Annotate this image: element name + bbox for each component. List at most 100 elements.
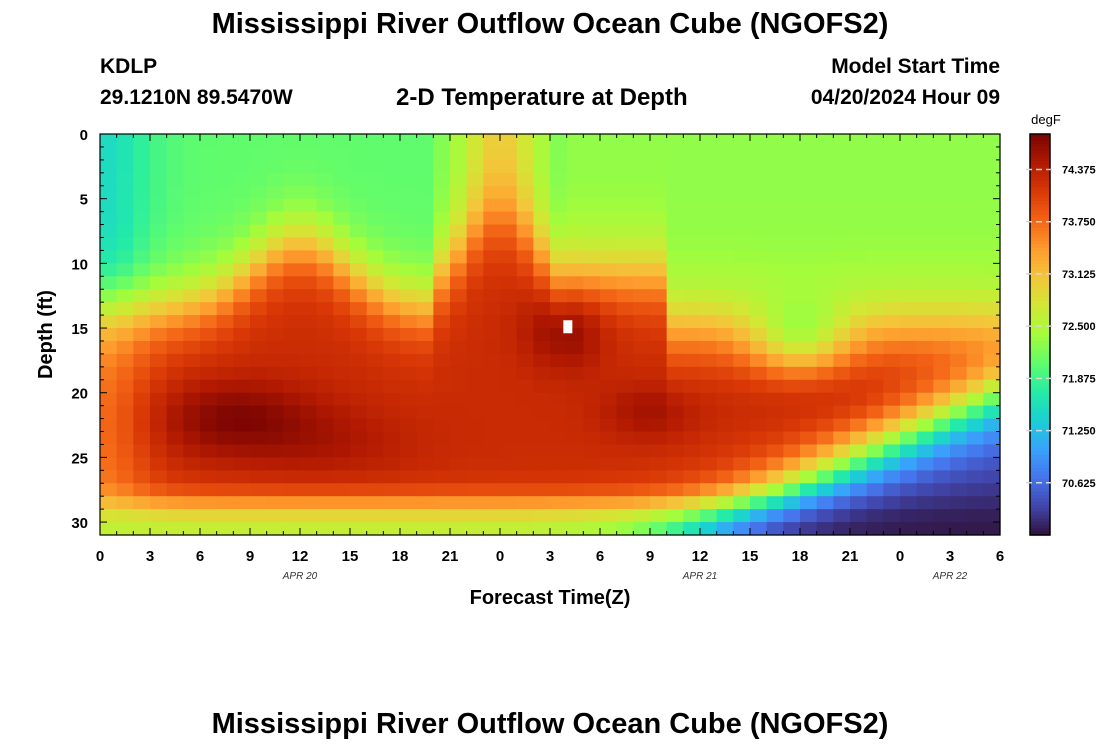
heatmap-cell [883, 379, 901, 394]
heatmap-cell [550, 431, 568, 446]
heatmap-cell [183, 134, 201, 148]
heatmap-cell [300, 289, 318, 303]
heatmap-cell [616, 211, 634, 226]
heatmap-cell [550, 353, 568, 368]
colorbar-segment [1030, 367, 1050, 372]
heatmap-cell [466, 366, 484, 381]
heatmap-cell [616, 470, 634, 484]
heatmap-cell [916, 405, 934, 420]
heatmap-cell [316, 146, 334, 161]
heatmap-cell [800, 224, 818, 239]
heatmap-cell [400, 146, 418, 161]
heatmap-cell [216, 289, 234, 303]
heatmap-cell [583, 134, 601, 148]
heatmap-cell [483, 431, 501, 446]
heatmap-cell [850, 483, 868, 497]
heatmap-cell [783, 340, 801, 355]
heatmap-cell [416, 172, 434, 187]
heatmap-cell [783, 224, 801, 239]
heatmap-cell [850, 276, 868, 290]
heatmap-cell [133, 366, 151, 381]
heatmap-cell [500, 405, 518, 420]
heatmap-cell [866, 185, 884, 200]
heatmap-cell [500, 483, 518, 497]
heatmap-cell [883, 185, 901, 200]
heatmap-cell [783, 172, 801, 187]
heatmap-cell [516, 237, 534, 252]
heatmap-cell [916, 146, 934, 161]
heatmap-cell [633, 392, 651, 407]
heatmap-cell [866, 172, 884, 187]
heatmap-cell [650, 392, 668, 407]
heatmap-cell [783, 483, 801, 497]
heatmap-cell [416, 224, 434, 239]
heatmap-cell [966, 457, 984, 471]
heatmap-cell [800, 172, 818, 187]
heatmap-cell [316, 366, 334, 381]
heatmap-cell [383, 405, 401, 420]
heatmap-cell [100, 340, 118, 355]
station-id: KDLP [100, 55, 158, 78]
heatmap-cell [950, 328, 968, 342]
colorbar-segment [1030, 377, 1050, 382]
heatmap-cell [500, 457, 518, 471]
heatmap-cell [133, 315, 151, 329]
heatmap-cell [366, 134, 384, 148]
heatmap-cell [316, 198, 334, 213]
heatmap-cell [850, 159, 868, 174]
heatmap-cells [100, 134, 1001, 536]
heatmap-cell [866, 522, 884, 536]
heatmap-cell [950, 159, 968, 174]
heatmap-cell [533, 159, 551, 174]
heatmap-cell [483, 366, 501, 381]
heatmap-cell [283, 172, 301, 187]
heatmap-cell [850, 263, 868, 277]
heatmap-cell [983, 366, 1001, 381]
heatmap-cell [216, 392, 234, 407]
heatmap-cell [816, 470, 834, 484]
heatmap-cell [283, 483, 301, 497]
heatmap-cell [283, 263, 301, 277]
colorbar-segment [1030, 297, 1050, 302]
heatmap-cell [533, 172, 551, 187]
heatmap-cell [933, 392, 951, 407]
heatmap-cell [900, 328, 918, 342]
heatmap-cell [400, 315, 418, 329]
colorbar-segment [1030, 247, 1050, 252]
heatmap-cell [100, 509, 118, 523]
heatmap-cell [533, 185, 551, 200]
heatmap-cell [500, 276, 518, 290]
heatmap-cell [916, 366, 934, 381]
heatmap-cell [266, 289, 284, 303]
colorbar-segment [1030, 384, 1050, 389]
heatmap-cell [183, 263, 201, 277]
heatmap-cell [650, 224, 668, 239]
chart-title: Mississippi River Outflow Ocean Cube (NG… [211, 8, 889, 40]
heatmap-cell [400, 276, 418, 290]
heatmap-cell [100, 276, 118, 290]
heatmap-cell [533, 509, 551, 523]
x-tick-label: 15 [742, 548, 759, 565]
heatmap-cell [700, 315, 718, 329]
heatmap-cell [383, 185, 401, 200]
heatmap-cell [550, 366, 568, 381]
heatmap-cell [666, 444, 684, 458]
heatmap-cell [700, 444, 718, 458]
heatmap-cell [716, 263, 734, 277]
heatmap-cell [750, 134, 768, 148]
heatmap-cell [600, 457, 618, 471]
heatmap-cell [150, 353, 168, 368]
colorbar-segment [1030, 220, 1050, 225]
heatmap-cell [216, 483, 234, 497]
heatmap-cell [650, 366, 668, 381]
heatmap-cell [200, 237, 218, 252]
heatmap-cell [816, 509, 834, 523]
heatmap-cell [766, 496, 784, 510]
heatmap-cell [250, 315, 268, 329]
heatmap-cell [550, 392, 568, 407]
heatmap-cell [283, 444, 301, 458]
y-tick-label: 10 [71, 256, 88, 273]
heatmap-cell [866, 431, 884, 446]
heatmap-cell [766, 392, 784, 407]
heatmap-cell [583, 211, 601, 226]
